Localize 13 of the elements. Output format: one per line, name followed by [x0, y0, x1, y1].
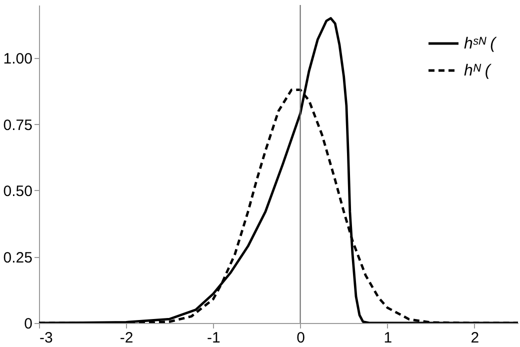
- legend-label: hˢᴺ (: [464, 36, 498, 52]
- x-tick-label: 1: [384, 330, 392, 346]
- x-tick-label: -1: [207, 330, 220, 346]
- x-tick-label: 2: [470, 330, 480, 346]
- legend-label: hᴺ (: [464, 62, 492, 80]
- x-tick-label: 0: [296, 330, 305, 346]
- y-tick-label: 0.25: [3, 249, 32, 266]
- x-tick-label: -3: [40, 330, 53, 346]
- x-tick-label: -2: [120, 330, 134, 346]
- y-tick-label: 0: [24, 316, 32, 332]
- y-tick-label: 1.00: [3, 50, 32, 68]
- y-tick-label: 0.75: [3, 116, 32, 134]
- y-tick-label: 0.50: [3, 183, 32, 200]
